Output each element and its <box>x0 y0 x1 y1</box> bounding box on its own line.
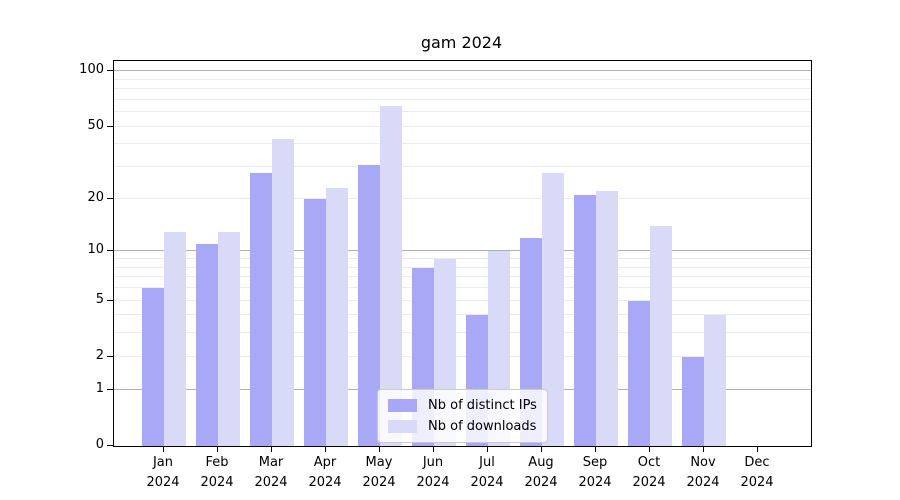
x-tick-mark <box>703 447 704 452</box>
x-tick-label: Mar 2024 <box>254 455 288 490</box>
bar-downloads-mar <box>272 138 294 446</box>
y-tick-mark <box>107 355 113 357</box>
y-tick-label: 1 <box>95 380 104 396</box>
y-tick-mark <box>107 70 113 72</box>
y-tick-label: 100 <box>79 62 104 78</box>
y-tick-mark <box>107 125 113 127</box>
y-tick-mark <box>107 445 113 446</box>
gridline-minor <box>114 197 811 199</box>
bar-downloads-oct <box>650 226 672 446</box>
chart-title: gam 2024 <box>420 33 503 52</box>
legend-entry: Nb of distinct IPs <box>388 395 537 416</box>
bar-distinct-ips-may <box>358 164 380 446</box>
bar-distinct-ips-jan <box>142 288 164 446</box>
bar-downloads-feb <box>218 231 240 446</box>
y-tick-label: 20 <box>87 189 104 205</box>
gridline-minor <box>114 258 811 260</box>
gridline-minor <box>114 314 811 316</box>
x-tick-mark <box>595 447 596 452</box>
y-tick-mark <box>107 299 113 301</box>
gridline-minor <box>114 266 811 268</box>
x-tick-mark <box>649 447 650 452</box>
x-tick-label: Apr 2024 <box>308 455 342 490</box>
bar-downloads-sep <box>596 191 618 446</box>
x-tick-label: Nov 2024 <box>686 455 720 490</box>
gridline-major <box>114 70 811 72</box>
legend-swatch-distinct-ips <box>388 399 417 412</box>
gridline-minor <box>114 143 811 145</box>
legend: Nb of distinct IPs Nb of downloads <box>377 389 548 443</box>
x-tick-label: Jul 2024 <box>470 455 504 490</box>
bar-downloads-nov <box>704 315 726 446</box>
bar-distinct-ips-sep <box>574 195 596 446</box>
gridline-minor <box>114 332 811 334</box>
x-tick-mark <box>163 447 164 452</box>
gridline-minor <box>114 98 811 100</box>
legend-swatch-downloads <box>388 420 417 433</box>
gridline-minor <box>114 88 811 90</box>
plot-area <box>113 60 812 447</box>
legend-label: Nb of distinct IPs <box>428 398 537 413</box>
bar-distinct-ips-apr <box>304 198 326 446</box>
y-tick-label: 5 <box>95 291 104 307</box>
x-tick-label: Aug 2024 <box>524 455 558 490</box>
x-tick-mark <box>325 447 326 452</box>
y-tick-label: 10 <box>87 242 104 258</box>
x-tick-mark <box>379 447 380 452</box>
x-tick-label: Jan 2024 <box>146 455 180 490</box>
bar-downloads-aug <box>542 172 564 446</box>
gridline-minor <box>114 355 811 357</box>
bar-downloads-apr <box>326 187 348 446</box>
y-tick-label: 0 <box>95 437 104 452</box>
gridline-minor <box>114 299 811 301</box>
y-tick-mark <box>107 250 113 252</box>
gridline-minor <box>114 125 811 127</box>
x-tick-mark <box>433 447 434 452</box>
gridline-minor <box>114 276 811 278</box>
x-tick-label: Dec 2024 <box>740 455 774 490</box>
x-tick-label: Jun 2024 <box>416 455 450 490</box>
x-tick-mark <box>541 447 542 452</box>
y-tick-mark <box>107 388 113 390</box>
y-tick-mark <box>107 197 113 199</box>
x-tick-mark <box>217 447 218 452</box>
bar-downloads-may <box>380 105 402 446</box>
x-tick-label: Oct 2024 <box>632 455 666 490</box>
x-tick-label: Feb 2024 <box>200 455 234 490</box>
legend-label: Nb of downloads <box>428 419 537 434</box>
gridline-minor <box>114 287 811 288</box>
x-tick-label: May 2024 <box>362 455 396 490</box>
x-tick-label: Sep 2024 <box>578 455 612 490</box>
gridline-minor <box>114 166 811 168</box>
bar-downloads-jan <box>164 231 186 446</box>
bar-distinct-ips-mar <box>250 172 272 446</box>
y-tick-label: 50 <box>87 117 104 133</box>
legend-entry: Nb of downloads <box>388 416 537 437</box>
x-tick-mark <box>487 447 488 452</box>
gridline-major <box>114 250 811 252</box>
gridline-minor <box>114 111 811 113</box>
bar-distinct-ips-oct <box>628 300 650 446</box>
gridline-minor <box>114 78 811 80</box>
bar-distinct-ips-feb <box>196 244 218 446</box>
x-tick-mark <box>757 447 758 452</box>
y-tick-label: 2 <box>95 347 104 363</box>
x-tick-mark <box>271 447 272 452</box>
bar-distinct-ips-nov <box>682 356 704 446</box>
